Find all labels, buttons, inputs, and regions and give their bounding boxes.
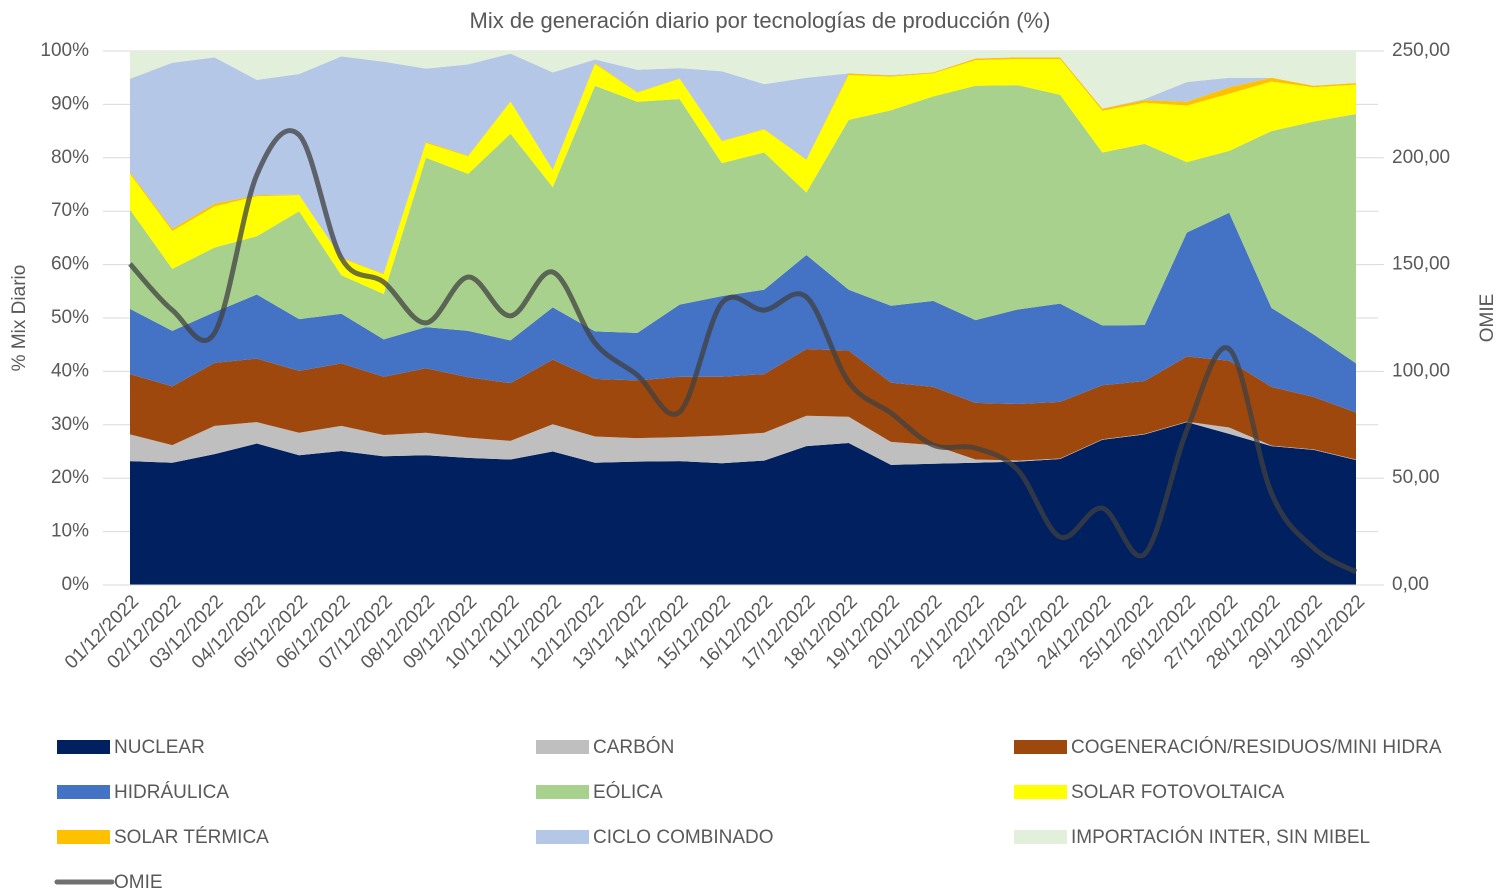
legend-swatch [536, 830, 589, 844]
y2-tick-label: 250,00 [1392, 40, 1450, 61]
y-tick-label: 20% [51, 467, 89, 488]
area [130, 85, 1356, 364]
y-tick-label: 30% [51, 414, 89, 435]
y2-axis-label: OMIE [1477, 294, 1498, 343]
y-tick-label: 40% [51, 360, 89, 381]
area [130, 51, 1356, 109]
y-tick-label: 50% [51, 307, 89, 328]
y-tick-label: 60% [51, 254, 89, 275]
legend-swatch [536, 785, 589, 799]
line [128, 128, 1358, 575]
area [130, 422, 1356, 585]
y-tick-label: 90% [51, 93, 89, 114]
y-tick-label: 70% [51, 200, 89, 221]
legend-swatch [1014, 830, 1067, 844]
area [130, 348, 1356, 461]
legend-label: SOLAR FOTOVOLTAICA [1071, 782, 1285, 803]
y-tick-label: 100% [40, 40, 89, 61]
y-tick-label: 0% [62, 574, 90, 595]
y2-tick-label: 100,00 [1392, 360, 1450, 381]
y-tick-label: 10% [51, 521, 89, 542]
y-tick-label: 80% [51, 147, 89, 168]
area [130, 53, 1356, 274]
legend-swatch [57, 830, 110, 844]
y2-tick-label: 200,00 [1392, 147, 1450, 168]
legend-swatch [1014, 740, 1067, 754]
area [130, 212, 1356, 413]
legend-label: OMIE [114, 872, 163, 890]
legend-swatch [536, 740, 589, 754]
legend-label: CARBÓN [593, 736, 674, 758]
y2-tick-label: 150,00 [1392, 254, 1450, 275]
legend-label: HIDRÁULICA [114, 782, 229, 803]
legend-label: IMPORTACIÓN INTER, SIN MIBEL [1071, 826, 1370, 848]
legend-label: COGENERACIÓN/RESIDUOS/MINI HIDRA [1071, 736, 1442, 758]
legend-label: SOLAR TÉRMICA [114, 827, 269, 848]
y-axis-label: % Mix Diario [9, 265, 30, 372]
chart-title: Mix de generación diario por tecnologías… [470, 8, 1051, 33]
legend-swatch [57, 740, 110, 754]
legend-label: NUCLEAR [114, 737, 205, 758]
legend-swatch [1014, 785, 1067, 799]
legend-swatch [57, 785, 110, 799]
y2-tick-label: 0,00 [1392, 574, 1429, 595]
area [130, 415, 1356, 465]
y2-tick-label: 50,00 [1392, 467, 1440, 488]
legend-label: EÓLICA [593, 781, 663, 803]
legend-label: CICLO COMBINADO [593, 827, 774, 848]
